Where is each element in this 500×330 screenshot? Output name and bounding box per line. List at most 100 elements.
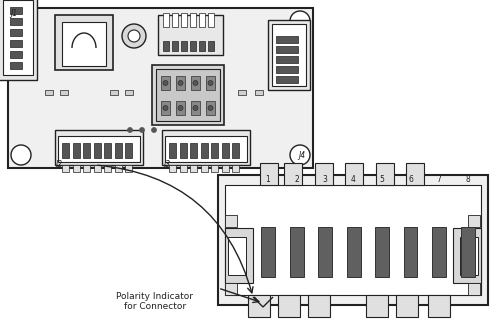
Circle shape — [152, 127, 156, 133]
Circle shape — [208, 81, 213, 85]
Bar — [62, 22, 106, 66]
Bar — [72, 143, 80, 158]
Bar — [200, 143, 207, 158]
Bar — [181, 41, 187, 51]
Bar — [8, 8, 313, 168]
Circle shape — [193, 106, 198, 111]
Bar — [181, 13, 187, 27]
Bar — [432, 227, 446, 277]
Circle shape — [128, 127, 132, 133]
Text: J1: J1 — [10, 9, 17, 18]
Bar — [211, 143, 218, 158]
Bar — [225, 185, 481, 295]
Bar — [3, 0, 33, 75]
Bar — [206, 101, 215, 115]
Bar — [190, 13, 196, 27]
Bar — [172, 13, 178, 27]
Bar — [406, 163, 424, 185]
Bar — [83, 165, 90, 172]
Bar — [161, 76, 170, 90]
Circle shape — [11, 145, 31, 165]
Bar — [114, 165, 121, 172]
Circle shape — [193, 81, 198, 85]
Bar — [45, 90, 53, 95]
Bar — [276, 56, 298, 63]
Bar — [165, 136, 247, 162]
Bar — [191, 76, 200, 90]
Bar — [278, 295, 300, 317]
Text: J2: J2 — [55, 160, 62, 169]
Bar — [318, 227, 332, 277]
Bar — [190, 143, 197, 158]
Bar — [272, 24, 306, 86]
Circle shape — [128, 30, 140, 42]
Bar — [163, 41, 169, 51]
Bar — [232, 143, 239, 158]
Bar — [125, 143, 132, 158]
Bar — [60, 90, 68, 95]
Bar — [208, 41, 214, 51]
Bar — [290, 227, 304, 277]
Circle shape — [163, 81, 168, 85]
Text: 5: 5 — [380, 176, 384, 184]
Bar — [156, 69, 220, 121]
Text: 1: 1 — [266, 176, 270, 184]
Bar — [315, 163, 333, 185]
Bar — [248, 295, 270, 317]
Bar — [10, 62, 22, 69]
Bar — [180, 143, 186, 158]
Bar — [125, 90, 133, 95]
Bar — [55, 15, 113, 70]
Circle shape — [140, 127, 144, 133]
Bar — [169, 143, 176, 158]
Bar — [110, 90, 118, 95]
Bar — [176, 101, 185, 115]
Bar — [62, 165, 69, 172]
Bar — [345, 163, 363, 185]
Bar — [62, 143, 69, 158]
Bar — [396, 295, 418, 317]
Bar — [261, 227, 275, 277]
Bar — [218, 175, 488, 305]
Bar — [190, 165, 197, 172]
Bar — [238, 90, 246, 95]
Bar — [83, 143, 90, 158]
Bar — [225, 228, 253, 283]
Text: J4: J4 — [298, 151, 305, 160]
Bar — [152, 65, 224, 125]
Bar — [10, 29, 22, 36]
Bar — [460, 237, 478, 275]
Text: J3: J3 — [163, 160, 170, 169]
Text: 8: 8 — [465, 176, 470, 184]
Circle shape — [290, 11, 310, 31]
Bar — [460, 227, 474, 277]
Bar — [308, 295, 330, 317]
Bar — [376, 163, 394, 185]
Bar — [191, 101, 200, 115]
Bar — [162, 130, 250, 165]
Text: 7: 7 — [436, 176, 442, 184]
Bar — [199, 41, 205, 51]
Bar — [190, 41, 196, 51]
Circle shape — [178, 81, 183, 85]
Bar — [284, 163, 302, 185]
Text: Polarity Indicator
for Connector: Polarity Indicator for Connector — [116, 292, 194, 312]
Bar — [163, 13, 169, 27]
Bar — [404, 227, 417, 277]
Circle shape — [208, 106, 213, 111]
Bar — [255, 90, 263, 95]
Text: 2: 2 — [294, 176, 299, 184]
Bar — [176, 76, 185, 90]
Bar — [58, 136, 140, 162]
Text: 3: 3 — [322, 176, 328, 184]
Circle shape — [178, 106, 183, 111]
Bar — [222, 143, 228, 158]
Bar — [114, 143, 121, 158]
Bar — [428, 295, 450, 317]
Bar — [211, 165, 218, 172]
Bar — [206, 76, 215, 90]
Bar — [468, 215, 480, 227]
Bar — [104, 165, 111, 172]
Bar — [180, 165, 186, 172]
Bar — [172, 41, 178, 51]
